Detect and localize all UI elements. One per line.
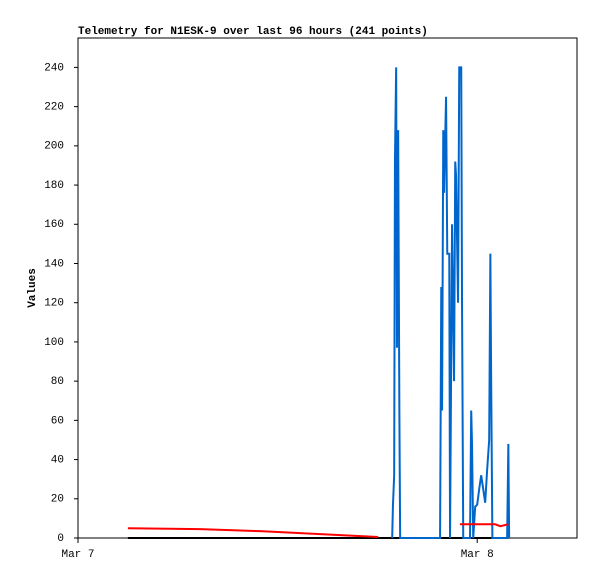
series-line (127, 527, 379, 539)
y-tick-label: 120 (44, 298, 64, 310)
y-axis-label: Values (27, 268, 39, 308)
y-tick-label: 100 (44, 337, 64, 349)
x-tick-label: Mar 8 (461, 549, 494, 561)
y-tick-label: 160 (44, 219, 64, 231)
y-tick-label: 220 (44, 102, 64, 114)
series-line (460, 523, 509, 528)
y-tick-label: 80 (51, 376, 64, 388)
y-tick-label: 60 (51, 415, 64, 427)
y-tick-label: 20 (51, 494, 64, 506)
y-tick-label: 40 (51, 454, 64, 466)
series-line (391, 66, 511, 539)
y-tick-label: 180 (44, 180, 64, 192)
y-tick-label: 0 (57, 533, 64, 545)
chart-title: Telemetry for N1ESK-9 over last 96 hours… (78, 26, 428, 38)
y-tick-label: 200 (44, 141, 64, 153)
y-tick-label: 240 (44, 62, 64, 74)
x-tick-label: Mar 7 (61, 549, 94, 561)
y-tick-label: 140 (44, 258, 64, 270)
